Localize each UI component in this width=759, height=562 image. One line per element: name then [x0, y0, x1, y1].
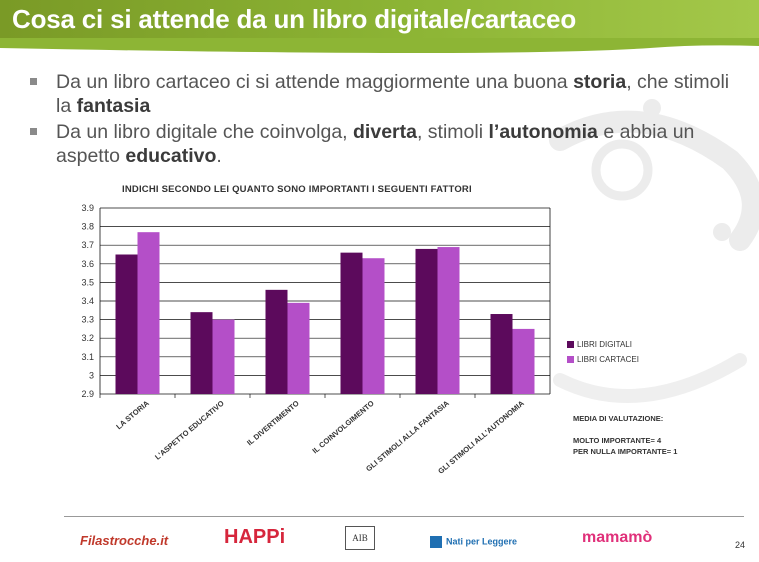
page-number: 24: [735, 540, 746, 550]
y-tick-label: 3: [89, 370, 94, 380]
logo-nati-per-leggere: Nati per Leggere: [430, 533, 517, 548]
text-segment-bold: educativo: [125, 145, 217, 167]
bar: [265, 289, 288, 394]
x-tick-label: LA STORIA: [114, 398, 151, 431]
footer-divider: [64, 516, 744, 517]
bullet-item: Da un libro cartaceo ci si attende maggi…: [30, 70, 740, 118]
logo-happi: HAPPi: [224, 526, 286, 548]
bar: [490, 314, 513, 394]
text-segment: e abbia un aspetto: [56, 121, 695, 167]
bar-chart: 2.9 3 3.1 3.2 3.3 3.4 3.5 3.6 3.7 3.8 3.9 LA STORIA…: [81, 203, 551, 476]
bar: [115, 254, 138, 394]
y-tick-label: 3.9: [81, 203, 94, 213]
y-tick-label: 3.8: [81, 222, 94, 232]
logo-mamamo: mamamò: [582, 529, 653, 546]
x-tick-label: GLI STIMOLI ALL'AUTONOMIA: [436, 398, 526, 476]
square-bullet-icon: [30, 78, 37, 85]
x-tick-label: IL DIVERTIMENTO: [245, 399, 301, 448]
text-segment: , stimoli: [416, 121, 489, 143]
bar: [340, 252, 363, 394]
bar: [287, 302, 310, 394]
legend-item-digitali: LIBRI DIGITALI: [567, 340, 639, 349]
logo-aib: AIB: [345, 526, 375, 550]
bar: [437, 247, 460, 394]
text-segment: .: [216, 145, 222, 167]
bullet-item: Da un libro digitale che coinvolga, dive…: [30, 120, 740, 168]
notes-heading: MEDIA DI VALUTAZIONE:: [573, 414, 664, 423]
bullet-text-1: Da un libro cartaceo ci si attende maggi…: [56, 71, 729, 117]
text-segment-bold: fantasia: [76, 95, 151, 117]
rating-notes: MEDIA DI VALUTAZIONE: MOLTO IMPORTANTE= …: [573, 413, 677, 457]
bar: [512, 328, 535, 394]
notes-line: PER NULLA IMPORTANTE= 1: [573, 447, 678, 456]
legend-swatch: [567, 341, 574, 348]
y-tick-label: 3.1: [81, 352, 94, 362]
chart-title: INDICHI SECONDO LEI QUANTO SONO IMPORTAN…: [122, 184, 472, 195]
bar: [137, 232, 160, 394]
notes-line: MOLTO IMPORTANTE= 4: [573, 436, 662, 445]
bar: [415, 248, 438, 394]
text-segment-bold: l’autonomia: [488, 121, 598, 143]
y-tick-label: 3.4: [81, 296, 94, 306]
x-tick-label: L'ASPETTO EDUCATIVO: [153, 399, 226, 462]
bar: [212, 319, 235, 394]
text-segment-bold: diverta: [353, 121, 417, 143]
square-bullet-icon: [30, 128, 37, 135]
legend-swatch: [567, 356, 574, 363]
y-tick-label: 3.3: [81, 315, 94, 325]
bullet-text-2: Da un libro digitale che coinvolga, dive…: [56, 121, 694, 167]
chart-legend: LIBRI DIGITALI LIBRI CARTACEI: [567, 340, 639, 370]
header-curve: [0, 38, 759, 53]
slide-title: Cosa ci si attende da un libro digitale/…: [12, 4, 576, 34]
text-segment-bold: storia: [573, 71, 627, 93]
y-tick-label: 3.2: [81, 333, 94, 343]
y-tick-label: 3.7: [81, 240, 94, 250]
bullet-list: Da un libro cartaceo ci si attende maggi…: [30, 70, 740, 170]
text-segment: Da un libro cartaceo ci si attende maggi…: [56, 71, 574, 93]
logo-text: Nati per Leggere: [446, 536, 518, 547]
legend-item-cartacei: LIBRI CARTACEI: [567, 355, 639, 364]
logo-filastrocche: Filastrocche.it: [80, 533, 169, 548]
y-tick-label: 2.9: [81, 389, 94, 399]
text-segment: , che stimoli la: [56, 71, 730, 117]
book-icon: [430, 535, 442, 548]
x-tick-label: GLI STIMOLI ALLA FANTASIA: [364, 398, 451, 473]
bar: [190, 312, 213, 394]
legend-label: LIBRI DIGITALI: [577, 340, 632, 349]
title-bar: Cosa ci si attende da un libro digitale/…: [0, 0, 759, 40]
y-tick-label: 3.5: [81, 277, 94, 287]
bar: [362, 258, 385, 394]
legend-label: LIBRI CARTACEI: [577, 355, 639, 364]
y-tick-label: 3.6: [81, 259, 94, 269]
x-tick-label: IL COINVOLGIMENTO: [311, 399, 376, 456]
text-segment: Da un libro digitale che coinvolga,: [56, 121, 354, 143]
